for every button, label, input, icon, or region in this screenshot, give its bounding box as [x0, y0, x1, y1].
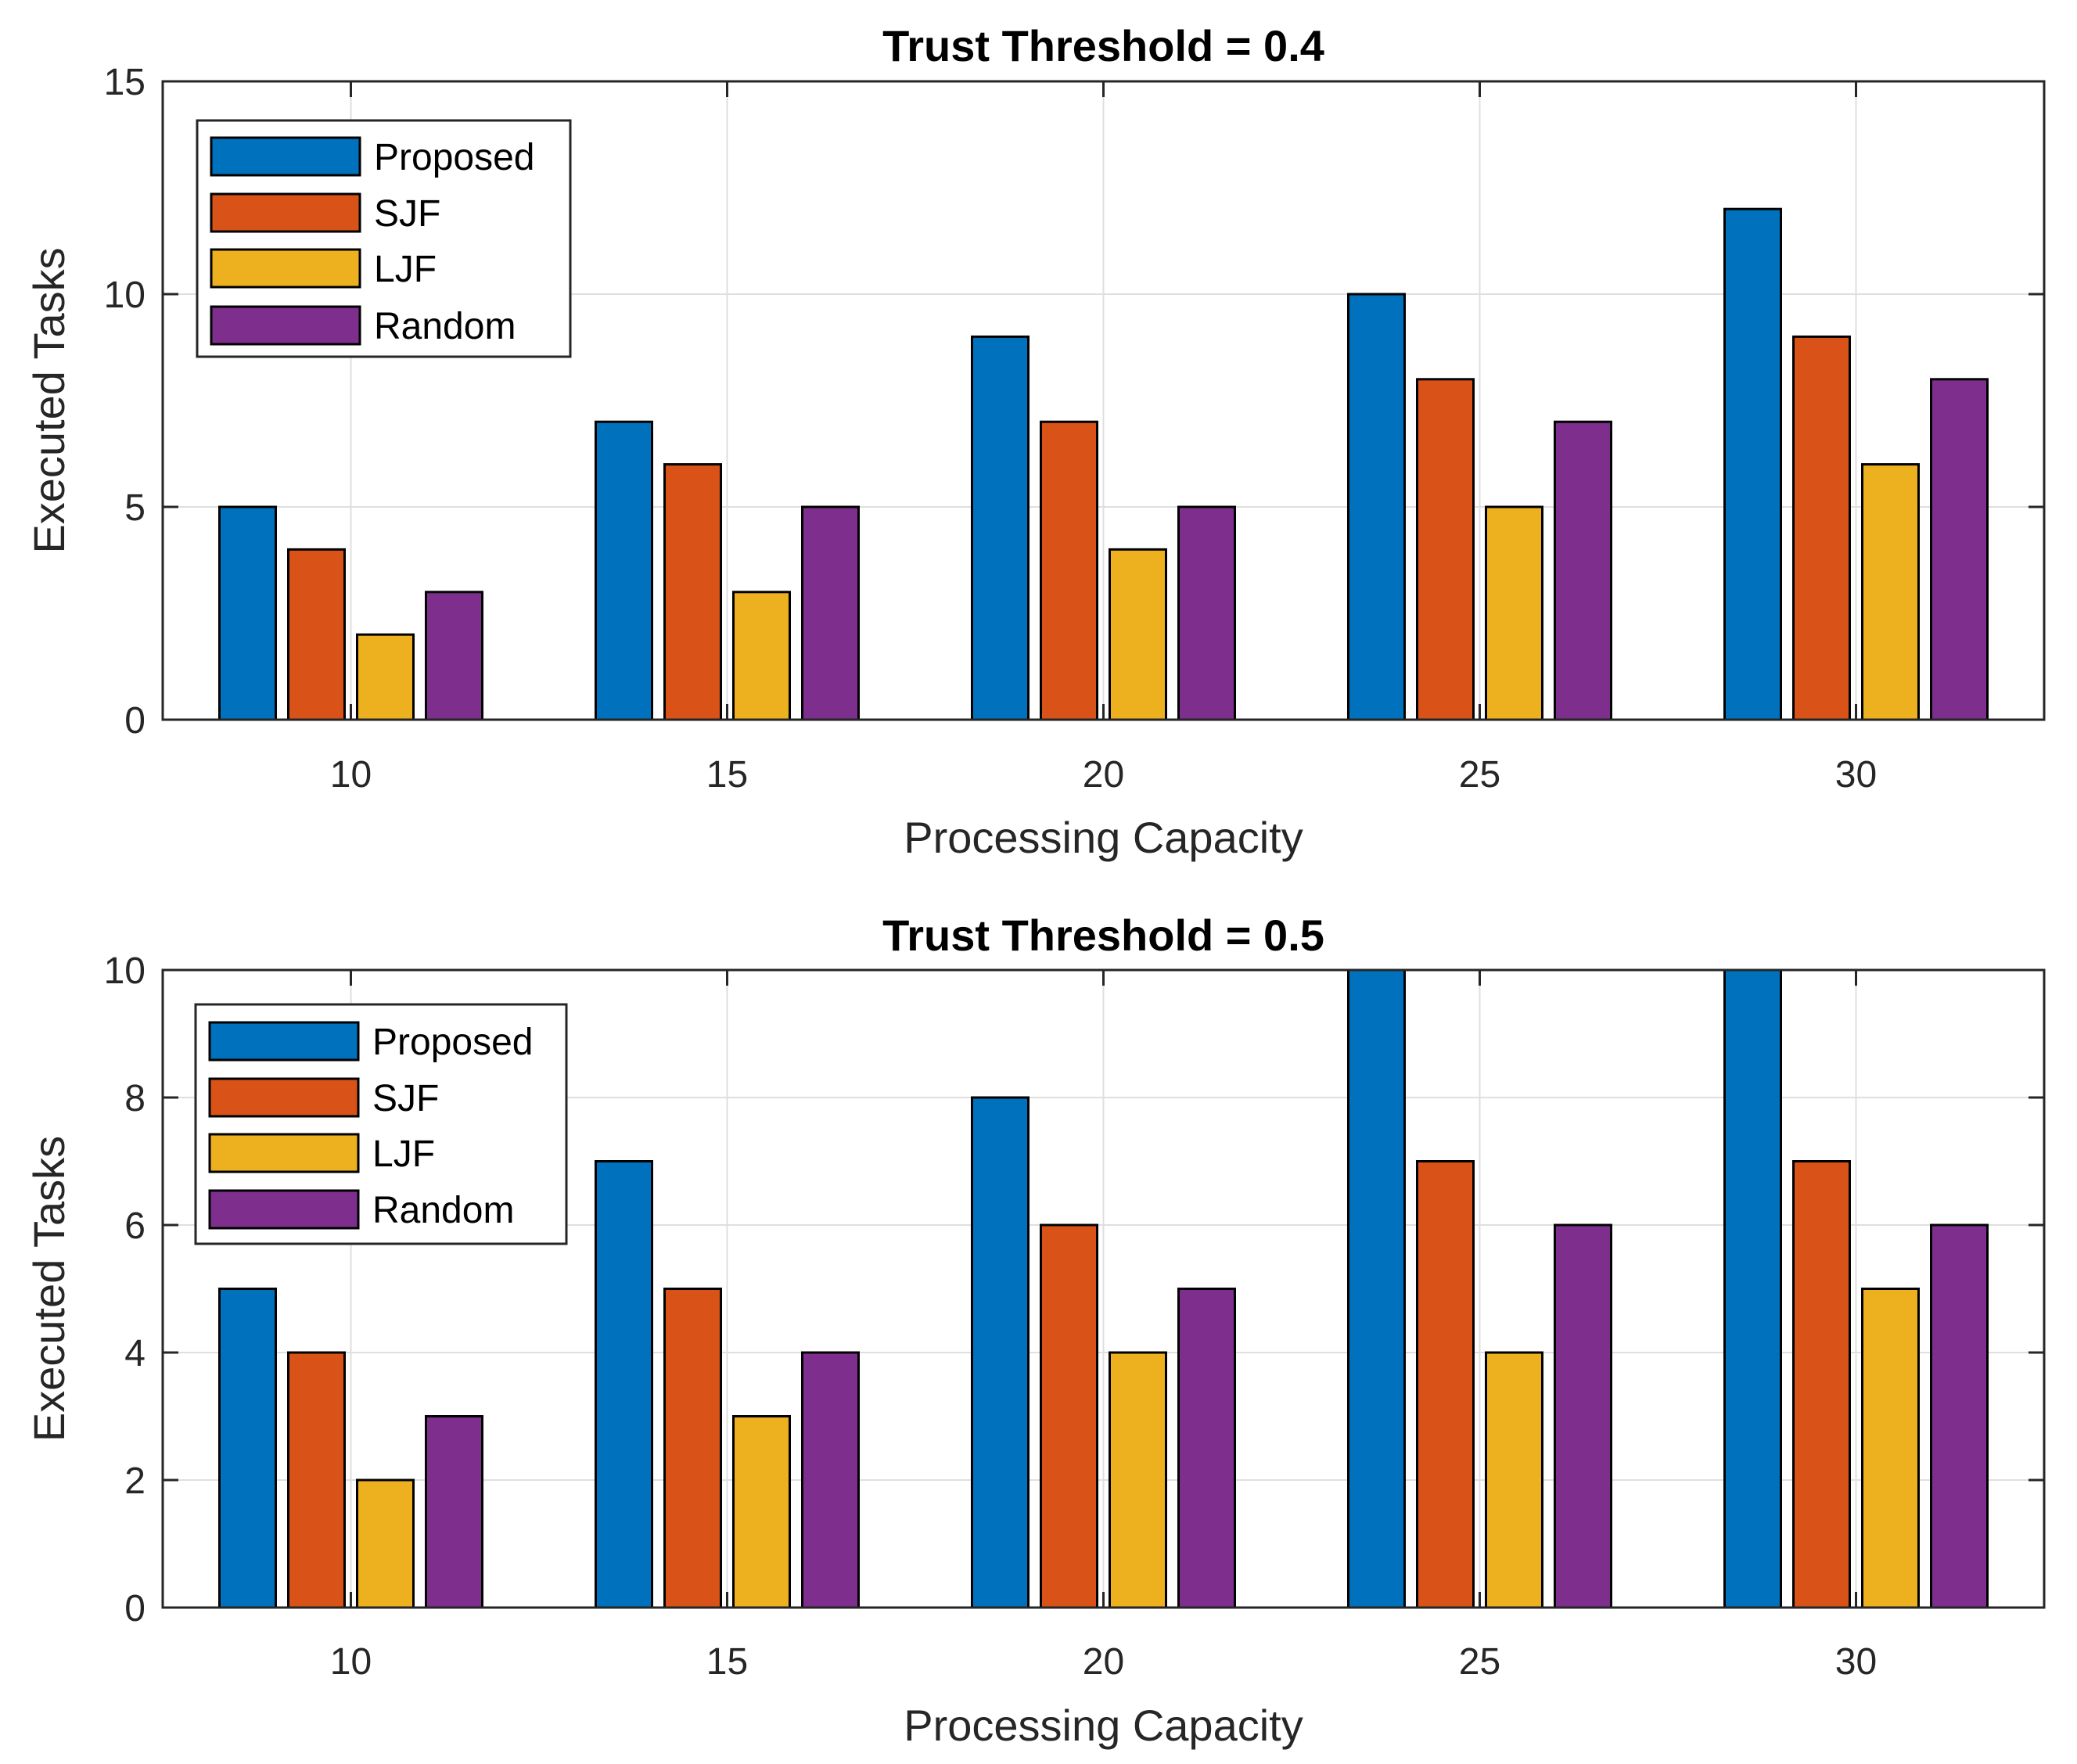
x-tick-label: 15: [706, 754, 748, 796]
y-tick-label: 0: [124, 1588, 146, 1629]
bar-ljf-10: [356, 633, 415, 721]
x-tick-label: 25: [1459, 754, 1500, 796]
y-tick-label: 10: [104, 275, 146, 316]
x-tick-label: 10: [330, 754, 372, 796]
bar-proposed-10: [218, 1288, 277, 1609]
x-tick-label: 25: [1459, 1641, 1500, 1683]
y-axis-label: Executed Tasks: [24, 247, 74, 553]
y-tick-label: 15: [104, 62, 146, 103]
chart-panel-1: 0 5 10 15 10 15 20 25 30 Trust Threshold = 0.4 Pro…: [24, 21, 2046, 862]
bar-ljf-30: [1861, 1288, 1920, 1609]
bar-sjf-30: [1792, 1160, 1851, 1609]
bar-proposed-30: [1723, 207, 1782, 721]
legend-swatch-proposed: [210, 136, 361, 177]
y-tick-label: 5: [124, 487, 146, 529]
legend-swatch-random: [210, 305, 361, 346]
bar-random-20: [1177, 505, 1236, 721]
bar-ljf-15: [732, 591, 791, 721]
bar-sjf-25: [1416, 378, 1475, 721]
bar-sjf-15: [663, 463, 722, 721]
bar-ljf-25: [1485, 505, 1543, 721]
y-tick-label: 10: [104, 950, 146, 992]
bar-random-20: [1177, 1288, 1236, 1609]
bar-proposed-20: [971, 1096, 1030, 1609]
bar-random-30: [1930, 1223, 1989, 1609]
x-axis-label: Processing Capacity: [904, 813, 1303, 862]
bar-sjf-10: [287, 548, 346, 721]
bar-proposed-30: [1723, 968, 1782, 1609]
bar-proposed-20: [971, 335, 1030, 721]
bar-sjf-10: [287, 1351, 346, 1609]
x-tick-label: 30: [1835, 754, 1877, 796]
bar-random-10: [425, 591, 483, 721]
x-tick-label: 30: [1835, 1641, 1877, 1683]
y-tick-label: 8: [124, 1078, 146, 1119]
legend-swatch-sjf: [210, 192, 361, 233]
bar-proposed-25: [1347, 293, 1406, 721]
chart-panel-2: 0 2 4 6 8 10 10 15 20 25 30 Trust Threshold = 0.5 Pr…: [24, 911, 2046, 1750]
bar-sjf-30: [1792, 335, 1851, 721]
legend: Proposed SJF LJF Random: [196, 119, 572, 358]
bar-proposed-25: [1347, 968, 1406, 1609]
y-tick-label: 2: [124, 1460, 146, 1502]
legend-label-random: Random: [372, 1190, 514, 1231]
bar-random-25: [1554, 1223, 1612, 1609]
bar-ljf-10: [356, 1478, 415, 1609]
legend: Proposed SJF LJF Random: [194, 1003, 568, 1245]
x-tick-label: 20: [1083, 754, 1124, 796]
bar-ljf-20: [1109, 548, 1167, 721]
x-tick-label: 10: [330, 1641, 372, 1683]
bar-proposed-15: [595, 1160, 653, 1609]
bar-random-30: [1930, 378, 1989, 721]
bar-ljf-20: [1109, 1351, 1167, 1609]
bar-sjf-20: [1040, 420, 1098, 721]
bar-ljf-15: [732, 1415, 791, 1609]
bar-sjf-25: [1416, 1160, 1475, 1609]
x-axis-label: Processing Capacity: [904, 1701, 1303, 1750]
legend-label-sjf: SJF: [374, 193, 440, 235]
legend-swatch-ljf: [210, 248, 361, 289]
y-axis-label: Executed Tasks: [24, 1136, 74, 1442]
y-tick-label: 4: [124, 1333, 146, 1374]
bar-proposed-15: [595, 420, 653, 721]
bar-ljf-25: [1485, 1351, 1543, 1609]
chart-title: Trust Threshold = 0.5: [882, 911, 1324, 960]
legend-swatch-proposed: [208, 1021, 360, 1062]
legend-swatch-random: [208, 1189, 360, 1230]
x-tick-label: 20: [1083, 1641, 1124, 1683]
chart-title: Trust Threshold = 0.4: [882, 21, 1324, 70]
legend-label-random: Random: [374, 306, 516, 347]
bar-random-15: [801, 1351, 860, 1609]
bar-proposed-10: [218, 505, 277, 721]
legend-swatch-sjf: [208, 1077, 360, 1118]
legend-swatch-ljf: [208, 1133, 360, 1173]
legend-label-sjf: SJF: [372, 1078, 439, 1119]
legend-label-proposed: Proposed: [372, 1022, 533, 1063]
x-tick-label: 15: [706, 1641, 748, 1683]
legend-label-ljf: LJF: [372, 1133, 435, 1175]
y-tick-label: 6: [124, 1205, 146, 1247]
bar-random-15: [801, 505, 860, 721]
y-tick-label: 0: [124, 700, 146, 742]
bar-sjf-20: [1040, 1223, 1098, 1609]
legend-label-ljf: LJF: [374, 249, 437, 290]
bar-sjf-15: [663, 1288, 722, 1609]
bar-ljf-30: [1861, 463, 1920, 721]
bar-random-25: [1554, 420, 1612, 721]
bar-random-10: [425, 1415, 483, 1609]
legend-label-proposed: Proposed: [374, 137, 534, 178]
